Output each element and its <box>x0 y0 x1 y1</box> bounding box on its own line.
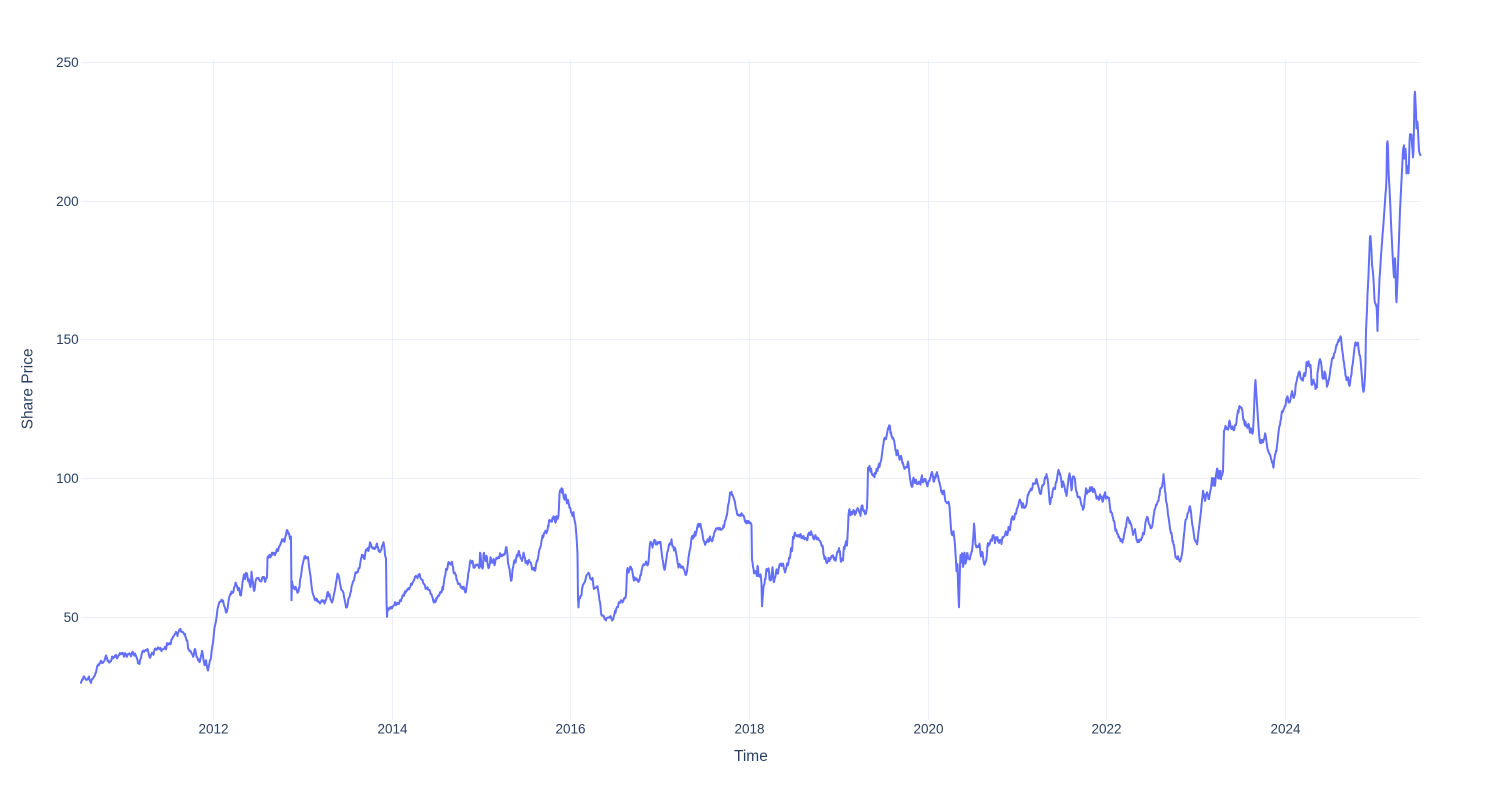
svg-text:200: 200 <box>56 194 79 209</box>
svg-text:2012: 2012 <box>198 721 228 736</box>
svg-text:2020: 2020 <box>913 721 943 736</box>
svg-text:2024: 2024 <box>1270 721 1301 736</box>
svg-text:100: 100 <box>56 471 79 486</box>
svg-text:250: 250 <box>56 55 79 70</box>
svg-text:150: 150 <box>56 332 79 347</box>
svg-text:Time: Time <box>734 748 768 765</box>
svg-text:2022: 2022 <box>1091 721 1121 736</box>
svg-text:2016: 2016 <box>555 721 585 736</box>
svg-text:50: 50 <box>64 610 79 625</box>
svg-text:Share Price: Share Price <box>20 348 37 429</box>
svg-text:2014: 2014 <box>377 721 408 736</box>
svg-text:2018: 2018 <box>734 721 764 736</box>
